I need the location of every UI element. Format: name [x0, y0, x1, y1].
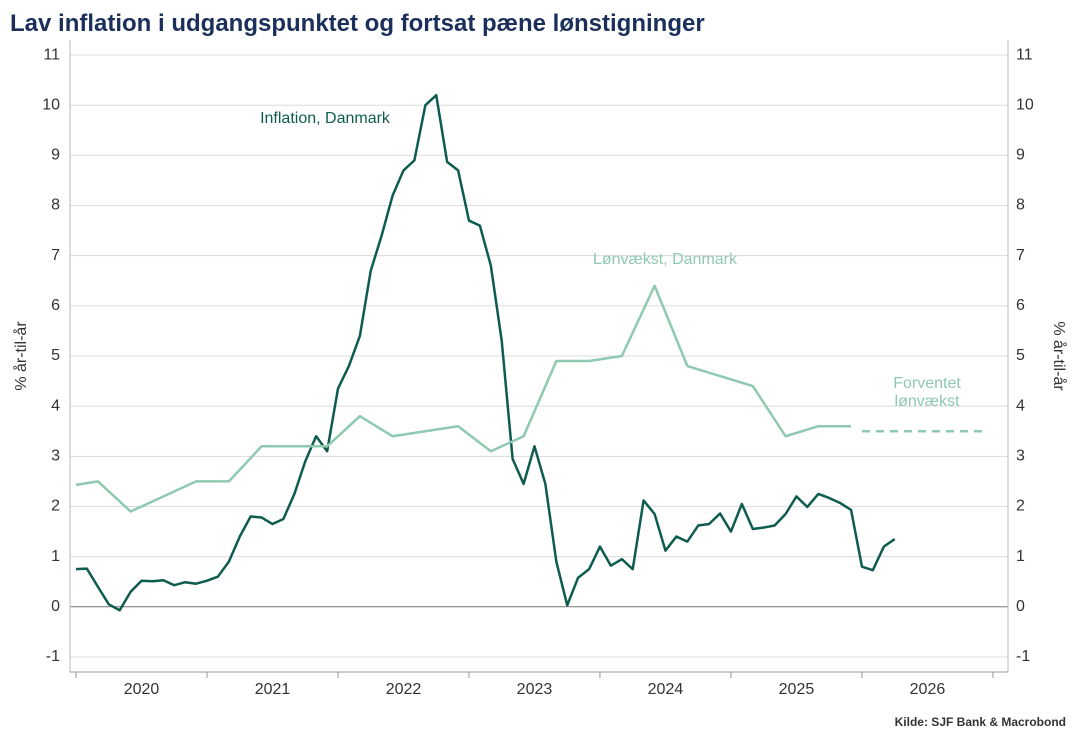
y-tick-label: 5	[51, 347, 60, 364]
y2-tick-label: 10	[1016, 96, 1034, 113]
y2-tick-label: 9	[1016, 147, 1025, 164]
x-tick-label: 2020	[124, 681, 160, 698]
y-tick-label: 7	[51, 247, 60, 264]
series-label: Inflation, Danmark	[260, 110, 390, 127]
y-tick-label: 10	[42, 96, 60, 113]
chart-title: Lav inflation i udgangspunktet og fortsa…	[10, 10, 705, 37]
y2-tick-label: -1	[1016, 648, 1030, 665]
y2-tick-label: 5	[1016, 347, 1025, 364]
y-tick-label: 2	[51, 498, 60, 515]
y2-tick-label: 8	[1016, 197, 1025, 214]
y2-tick-label: 7	[1016, 247, 1025, 264]
series-label: Lønvækst, Danmark	[592, 251, 738, 268]
y2-tick-label: 0	[1016, 598, 1025, 615]
x-tick-label: 2021	[255, 681, 291, 698]
y-axis-label: % år-til-år	[12, 321, 30, 391]
y2-axis-label: % år-til-år	[1050, 321, 1068, 391]
source: Kilde: SJF Bank & Macrobond	[894, 715, 1066, 729]
y2-tick-label: 2	[1016, 498, 1025, 515]
y-tick-label: 0	[51, 598, 60, 615]
y2-tick-label: 4	[1016, 397, 1025, 414]
series-label: Forventet lønvækst	[893, 375, 961, 410]
y-tick-label: 4	[51, 397, 60, 414]
y-tick-label: 8	[51, 197, 60, 214]
y-tick-label: 3	[51, 448, 60, 465]
series-line	[75, 93, 896, 612]
x-tick-label: 2024	[648, 681, 684, 698]
y-tick-label: 1	[51, 548, 60, 565]
x-tick-label: 2023	[517, 681, 553, 698]
series-line	[75, 284, 852, 513]
x-tick-label: 2025	[779, 681, 815, 698]
y-tick-label: 9	[51, 147, 60, 164]
y2-tick-label: 6	[1016, 297, 1025, 314]
y-tick-label: 11	[43, 46, 60, 63]
y2-tick-label: 1	[1016, 548, 1025, 565]
x-tick-label: 2022	[386, 681, 422, 698]
x-tick-label: 2026	[910, 681, 946, 698]
y2-tick-label: 3	[1016, 448, 1025, 465]
y-tick-label: -1	[46, 648, 60, 665]
y-tick-label: 6	[51, 297, 60, 314]
y2-tick-label: 11	[1016, 46, 1033, 63]
